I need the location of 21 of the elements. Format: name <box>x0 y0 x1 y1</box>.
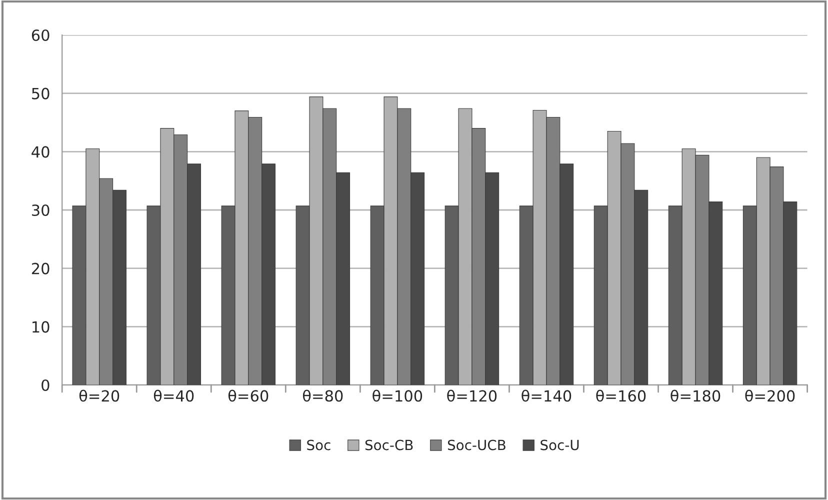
y-tick-label: 10 <box>32 321 50 333</box>
x-tick-label: θ=80 <box>302 390 343 402</box>
x-tick-label: θ=60 <box>228 390 268 402</box>
x-tick-label: θ=100 <box>372 390 422 402</box>
y-tick-label: 50 <box>32 88 50 100</box>
x-tick-label: θ=20 <box>79 390 120 402</box>
x-tick-label: θ=140 <box>522 390 572 402</box>
legend-label: Soc <box>307 440 330 450</box>
x-tick-label: θ=40 <box>154 390 194 402</box>
y-tick-label: 30 <box>32 204 50 216</box>
x-tick-label: θ=200 <box>745 390 795 402</box>
y-tick-label: 0 <box>42 379 50 392</box>
legend-label: Soc-U <box>540 440 579 450</box>
x-tick-label: θ=180 <box>670 390 720 402</box>
x-tick-label: θ=160 <box>596 390 646 402</box>
legend-label: Soc-UCB <box>448 440 506 450</box>
x-tick-label: θ=120 <box>447 390 497 402</box>
legend-label: Soc-CB <box>365 440 413 450</box>
y-tick-label: 20 <box>32 262 50 274</box>
y-tick-label: 60 <box>32 29 50 42</box>
y-tick-label: 40 <box>32 146 50 158</box>
